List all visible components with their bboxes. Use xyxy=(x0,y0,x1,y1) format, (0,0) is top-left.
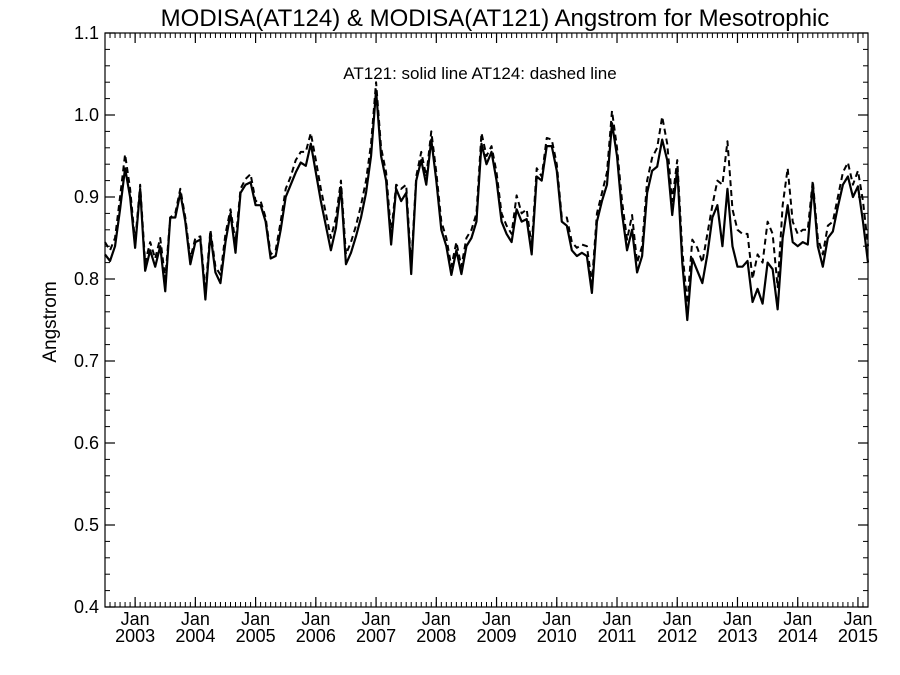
y-tick-label: 0.4 xyxy=(74,597,99,617)
x-tick-month: Jan xyxy=(843,609,872,629)
x-tick-year: 2011 xyxy=(598,626,637,646)
axes: 0.40.50.60.70.80.91.01.1Jan2003Jan2004Ja… xyxy=(74,23,878,646)
x-tick-month: Jan xyxy=(422,609,451,629)
y-tick-label: 0.7 xyxy=(74,351,99,371)
series-line-at124 xyxy=(104,81,869,305)
y-tick-label: 1.1 xyxy=(74,23,99,43)
x-tick-year: 2003 xyxy=(115,626,155,646)
y-tick-label: 0.5 xyxy=(74,515,99,535)
x-tick-month: Jan xyxy=(542,609,571,629)
y-tick-label: 0.8 xyxy=(74,269,99,289)
x-tick-year: 2004 xyxy=(175,626,215,646)
x-tick-month: Jan xyxy=(723,609,752,629)
x-tick-month: Jan xyxy=(362,609,391,629)
plot-frame xyxy=(104,32,869,608)
x-tick-year: 2009 xyxy=(477,626,517,646)
y-tick-label: 0.6 xyxy=(74,433,99,453)
x-tick-month: Jan xyxy=(181,609,210,629)
x-tick-year: 2005 xyxy=(236,626,276,646)
x-tick-month: Jan xyxy=(121,609,150,629)
x-tick-month: Jan xyxy=(241,609,270,629)
y-tick-label: 1.0 xyxy=(74,105,99,125)
x-tick-month: Jan xyxy=(482,609,511,629)
x-tick-year: 2012 xyxy=(657,626,697,646)
x-tick-year: 2008 xyxy=(416,626,456,646)
x-tick-month: Jan xyxy=(301,609,330,629)
x-tick-month: Jan xyxy=(783,609,812,629)
series-line-at121 xyxy=(104,89,870,322)
x-tick-year: 2006 xyxy=(296,626,336,646)
x-tick-year: 2010 xyxy=(537,626,577,646)
x-tick-year: 2007 xyxy=(356,626,396,646)
series-annotation: AT121: solid line AT124: dashed line xyxy=(343,64,616,83)
x-tick-year: 2015 xyxy=(838,626,878,646)
y-tick-label: 0.9 xyxy=(74,187,99,207)
series-layer xyxy=(104,81,870,322)
x-tick-year: 2013 xyxy=(717,626,757,646)
x-tick-year: 2014 xyxy=(778,626,818,646)
chart-title: MODISA(AT124) & MODISA(AT121) Angstrom f… xyxy=(161,5,830,32)
x-tick-month: Jan xyxy=(602,609,631,629)
x-tick-month: Jan xyxy=(663,609,692,629)
y-axis-label: Angstrom xyxy=(40,281,61,362)
